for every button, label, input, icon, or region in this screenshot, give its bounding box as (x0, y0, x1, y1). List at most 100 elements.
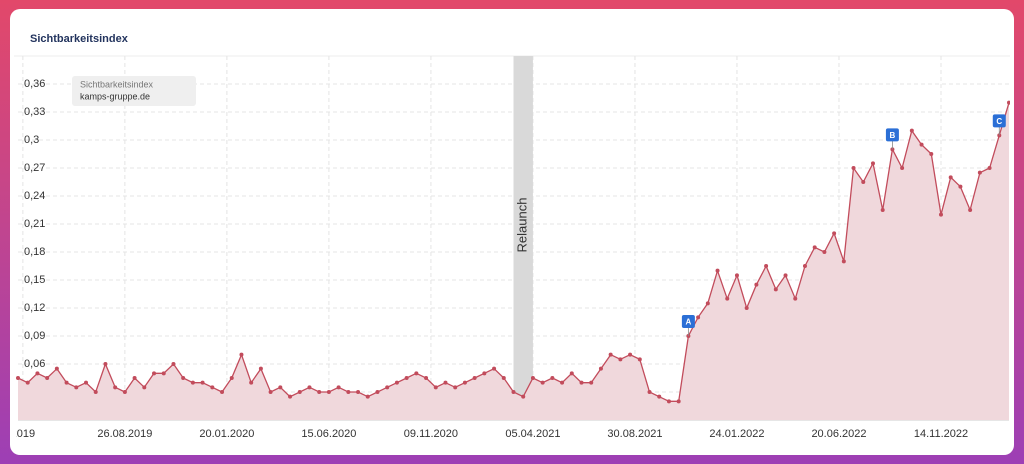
point (356, 390, 361, 394)
point (433, 385, 438, 390)
point (103, 362, 108, 366)
point (938, 212, 943, 217)
point (900, 166, 905, 170)
point (220, 390, 225, 394)
point (802, 264, 807, 268)
point (462, 380, 467, 385)
point (832, 231, 837, 236)
point (521, 394, 526, 399)
area (18, 102, 1009, 420)
x-tick-label: 09.11.2020 (404, 428, 458, 440)
point (414, 371, 419, 376)
y-tick-label: 0,36 (24, 78, 45, 90)
point (696, 315, 701, 320)
legend (72, 76, 196, 106)
point (647, 390, 652, 394)
band (513, 56, 533, 420)
point (880, 208, 885, 212)
point (812, 245, 817, 250)
point (851, 166, 856, 170)
point (773, 287, 778, 292)
point (239, 352, 244, 357)
point (297, 390, 302, 394)
point (618, 357, 623, 362)
point (715, 268, 720, 273)
point (598, 366, 603, 371)
point (705, 301, 710, 306)
point (404, 376, 409, 380)
point (288, 394, 293, 399)
x-tick-label: 24.01.2022 (709, 428, 764, 440)
point (385, 385, 390, 390)
point (725, 296, 730, 301)
point (560, 380, 565, 385)
point (608, 352, 613, 357)
point (278, 385, 283, 390)
point (84, 380, 89, 385)
chart-title: Sichtbarkeitsindex (30, 33, 129, 45)
legend-title: Sichtbarkeitsindex (80, 79, 154, 89)
point (54, 366, 59, 371)
y-tick-label: 0,12 (24, 302, 45, 314)
point (870, 161, 875, 166)
point (74, 385, 79, 390)
point (676, 399, 681, 404)
marker-label: C (996, 117, 1002, 126)
marker-label: B (890, 131, 896, 140)
y-tick-label: 0,15 (24, 274, 45, 286)
x-tick-label: 05.04.2021 (505, 428, 560, 440)
plot: 0,030,060,090,120,150,180,210,240,270,30… (11, 56, 1010, 440)
point (764, 264, 769, 268)
x-tick-label: 20.01.2020 (199, 428, 254, 440)
point (365, 394, 370, 399)
point (530, 376, 535, 380)
point (142, 385, 147, 390)
y-tick-label: 0,27 (24, 162, 45, 174)
point (132, 376, 137, 380)
point (35, 371, 40, 376)
point (181, 376, 186, 380)
point (210, 385, 215, 390)
point (734, 273, 739, 278)
point (754, 282, 759, 287)
y-tick-label: 0,06 (24, 358, 45, 370)
point (968, 208, 973, 212)
point (628, 352, 633, 357)
point (822, 250, 827, 254)
point (569, 371, 574, 376)
point (229, 376, 234, 380)
x-tick-label: 30.08.2021 (607, 428, 662, 440)
point (394, 380, 399, 385)
point (45, 376, 50, 380)
point (122, 390, 127, 394)
point (589, 380, 594, 385)
x-tick-label: 2019 (11, 428, 35, 440)
y-tick-label: 0,33 (24, 106, 45, 118)
point (268, 390, 273, 394)
point (666, 399, 671, 404)
y-tick-label: 0,21 (24, 218, 45, 230)
point (861, 180, 866, 184)
point (93, 390, 98, 394)
point (579, 380, 584, 385)
y-tick-label: 0,09 (24, 330, 45, 342)
point (424, 376, 429, 380)
point (307, 385, 312, 390)
point (783, 273, 788, 278)
marker (885, 128, 899, 142)
point (1007, 100, 1010, 105)
point (492, 366, 497, 371)
point (977, 170, 982, 175)
point (375, 390, 380, 394)
point (258, 366, 263, 371)
point (958, 184, 963, 189)
y-tick-label: 0,3 (24, 134, 39, 146)
point (919, 142, 924, 147)
point (637, 357, 642, 362)
point (909, 128, 914, 133)
point (443, 380, 448, 385)
point (482, 371, 487, 376)
point (113, 385, 118, 390)
point (793, 296, 798, 301)
